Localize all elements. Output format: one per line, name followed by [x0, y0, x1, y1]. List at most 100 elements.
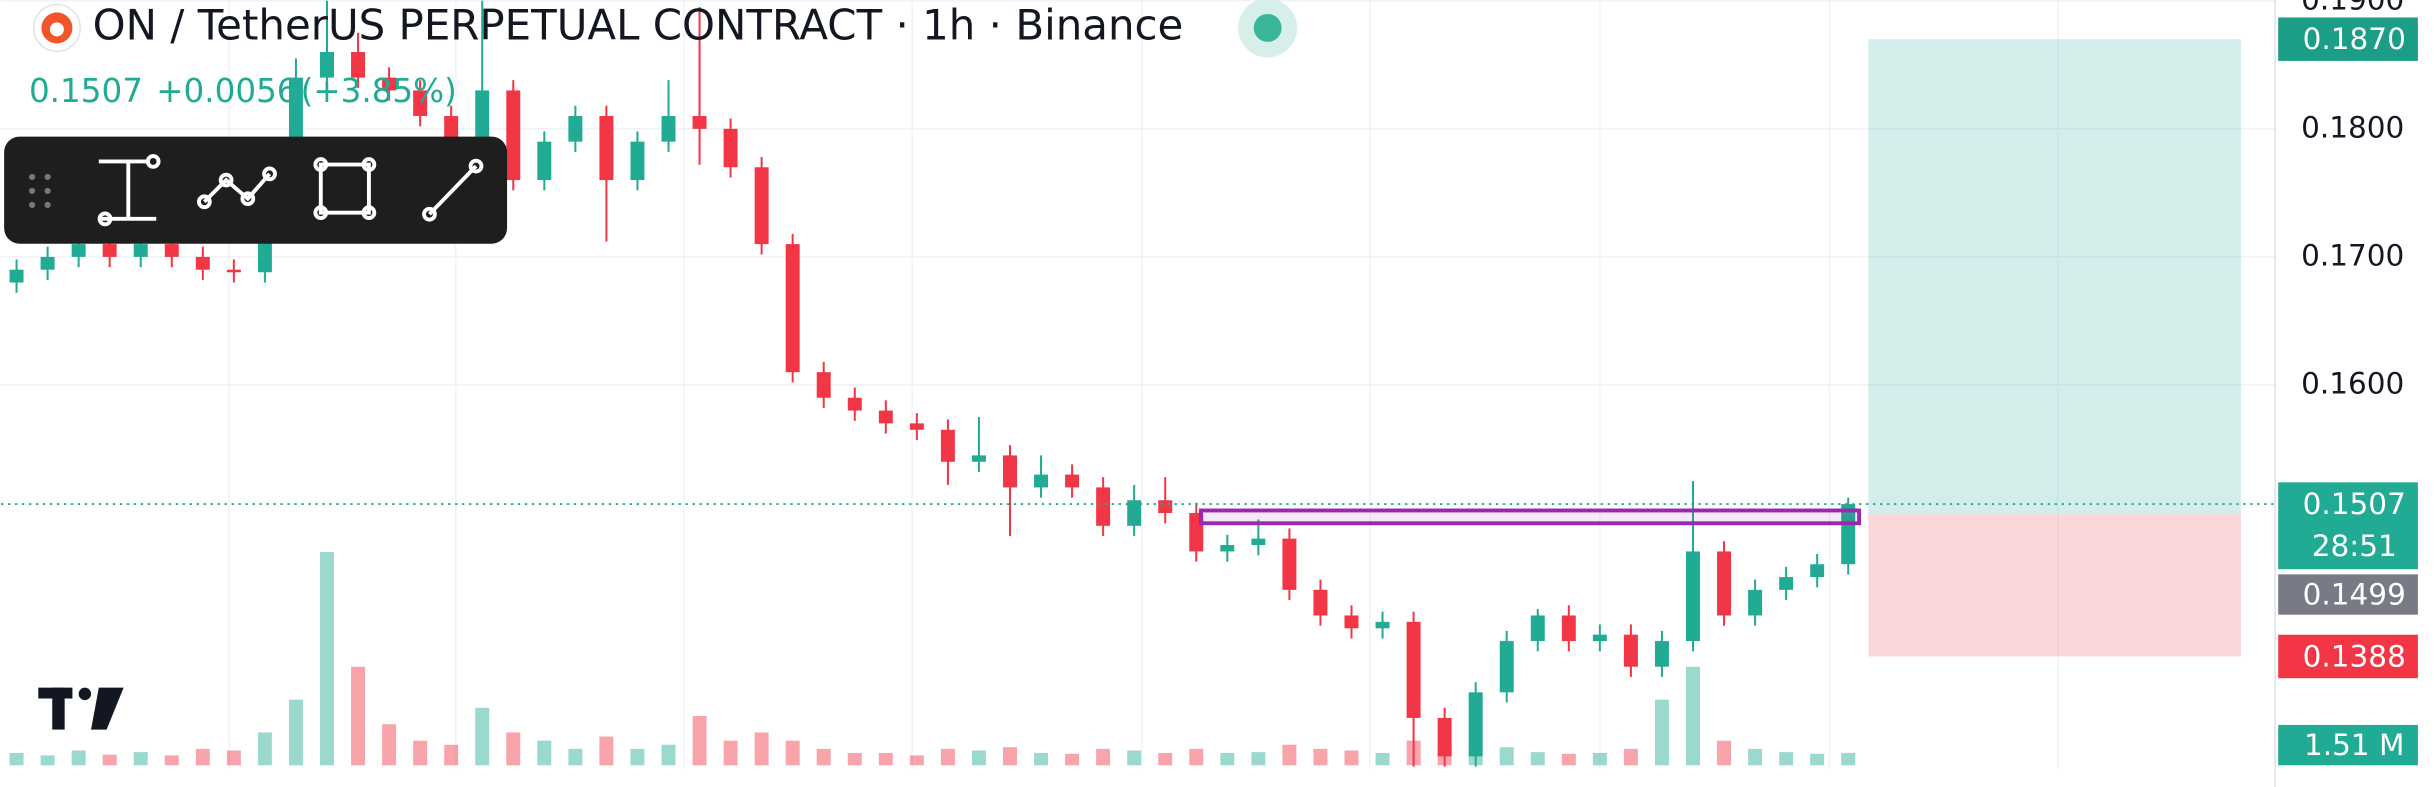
candle-body — [226, 269, 241, 273]
candle-body — [1282, 538, 1297, 590]
volume-label: 1.51 M — [2304, 728, 2404, 762]
volume-label-bg — [2278, 724, 2418, 766]
candle-body — [1313, 589, 1328, 616]
candle-body — [351, 52, 366, 78]
volume-bar — [1592, 752, 1607, 766]
target-label: 0.1870 — [2303, 22, 2406, 56]
target-label-bg — [2278, 17, 2418, 61]
volume-bar — [1841, 752, 1856, 766]
volume-bar — [1313, 748, 1328, 766]
candle-body — [506, 90, 521, 181]
price-range-tool[interactable] — [97, 154, 161, 227]
volume-bar — [71, 750, 86, 766]
volume-bar — [133, 752, 148, 766]
path-tool[interactable] — [196, 166, 277, 210]
y-tick-label: 0.1700 — [2301, 238, 2404, 272]
volume-bar — [847, 752, 862, 766]
volume-bar — [1561, 753, 1576, 766]
symbol-logo-mark — [49, 22, 64, 37]
candle-body — [1096, 487, 1111, 526]
volume-bar — [971, 750, 986, 766]
candle-body — [1717, 551, 1732, 616]
volume-bar — [40, 755, 55, 766]
volume-bar — [1189, 748, 1204, 766]
candle-body — [40, 256, 55, 270]
tradingview-logo — [38, 687, 124, 730]
candle-body — [71, 244, 86, 257]
volume-bar — [537, 740, 552, 766]
candle-body — [9, 269, 24, 283]
volume-bar — [1065, 753, 1080, 766]
candle-body — [1003, 455, 1017, 488]
volume-bar — [568, 748, 583, 766]
candle-body — [847, 397, 862, 411]
volume-bar — [413, 740, 428, 766]
y-tick-label: 0.1800 — [2301, 110, 2404, 144]
volume-bar — [1003, 747, 1017, 766]
volume-bar — [288, 699, 303, 766]
volume-bar — [506, 732, 521, 766]
volume-bar — [599, 736, 614, 766]
rectangle-tool[interactable] — [313, 157, 377, 221]
header-change-pct: (+3.85%) — [301, 72, 457, 110]
volume-bar — [909, 755, 924, 766]
candle-body — [413, 90, 428, 117]
candle-body — [1686, 551, 1700, 642]
entry-label-bg — [2278, 574, 2418, 615]
market-status-dot — [1253, 13, 1282, 42]
volume-bar — [816, 748, 831, 766]
volume-bar — [195, 748, 210, 766]
candle-body — [1654, 641, 1669, 667]
volume-bar — [1344, 750, 1359, 766]
candle-body — [1065, 474, 1080, 488]
candle-body — [1592, 634, 1607, 642]
volume-bar — [1623, 748, 1638, 766]
trend-line-tool[interactable] — [422, 158, 484, 222]
candle-body — [630, 141, 645, 181]
volume-bar — [164, 755, 179, 766]
header-change: +0.0056 — [156, 72, 297, 110]
candle-body — [1623, 634, 1638, 667]
volume-bar — [723, 740, 738, 766]
candle-body — [382, 77, 397, 91]
candle-body — [971, 455, 986, 462]
symbol-title: ON / TetherUS PERPETUAL CONTRACT · 1h · … — [93, 0, 1184, 49]
candle-body — [1127, 500, 1142, 526]
volume-bar — [1282, 744, 1297, 766]
volume-bar — [320, 551, 334, 766]
last-price-label: 0.1507 — [2303, 487, 2406, 521]
candle-body — [599, 116, 614, 181]
volume-bar — [1096, 748, 1111, 766]
candle-body — [1375, 621, 1390, 629]
candle-body — [785, 244, 800, 373]
candle-body — [195, 256, 210, 270]
countdown: 28:51 — [2312, 529, 2397, 563]
candle-body — [1530, 615, 1545, 642]
zone-rectangle — [1198, 508, 1862, 526]
candle-body — [444, 116, 459, 142]
last-price-bg — [2278, 482, 2418, 570]
volume-bar — [940, 748, 955, 766]
candle-body — [1561, 615, 1576, 642]
candle-body — [1220, 545, 1235, 552]
y-tick-label: 0.1900 — [2301, 0, 2404, 16]
volume-bar — [1530, 752, 1545, 766]
volume-bar — [1034, 752, 1049, 766]
candle-body — [133, 244, 148, 257]
plot — [1, 0, 2276, 767]
drag-handle[interactable] — [28, 173, 51, 209]
volume-bar — [1375, 752, 1390, 766]
candle-body — [878, 410, 893, 424]
candle-body — [1499, 641, 1514, 693]
volume-bar — [475, 707, 490, 766]
profit-zone — [1868, 39, 2241, 515]
volume-bar — [444, 744, 459, 766]
candle-body — [1841, 504, 1856, 565]
volume-bar — [351, 666, 366, 766]
candle-body — [475, 90, 490, 142]
volume-bar — [1220, 752, 1235, 766]
volume-bar — [1717, 740, 1732, 766]
drawing-toolbar — [4, 136, 508, 244]
stop-label-bg — [2278, 634, 2418, 679]
candle-body — [102, 244, 117, 257]
